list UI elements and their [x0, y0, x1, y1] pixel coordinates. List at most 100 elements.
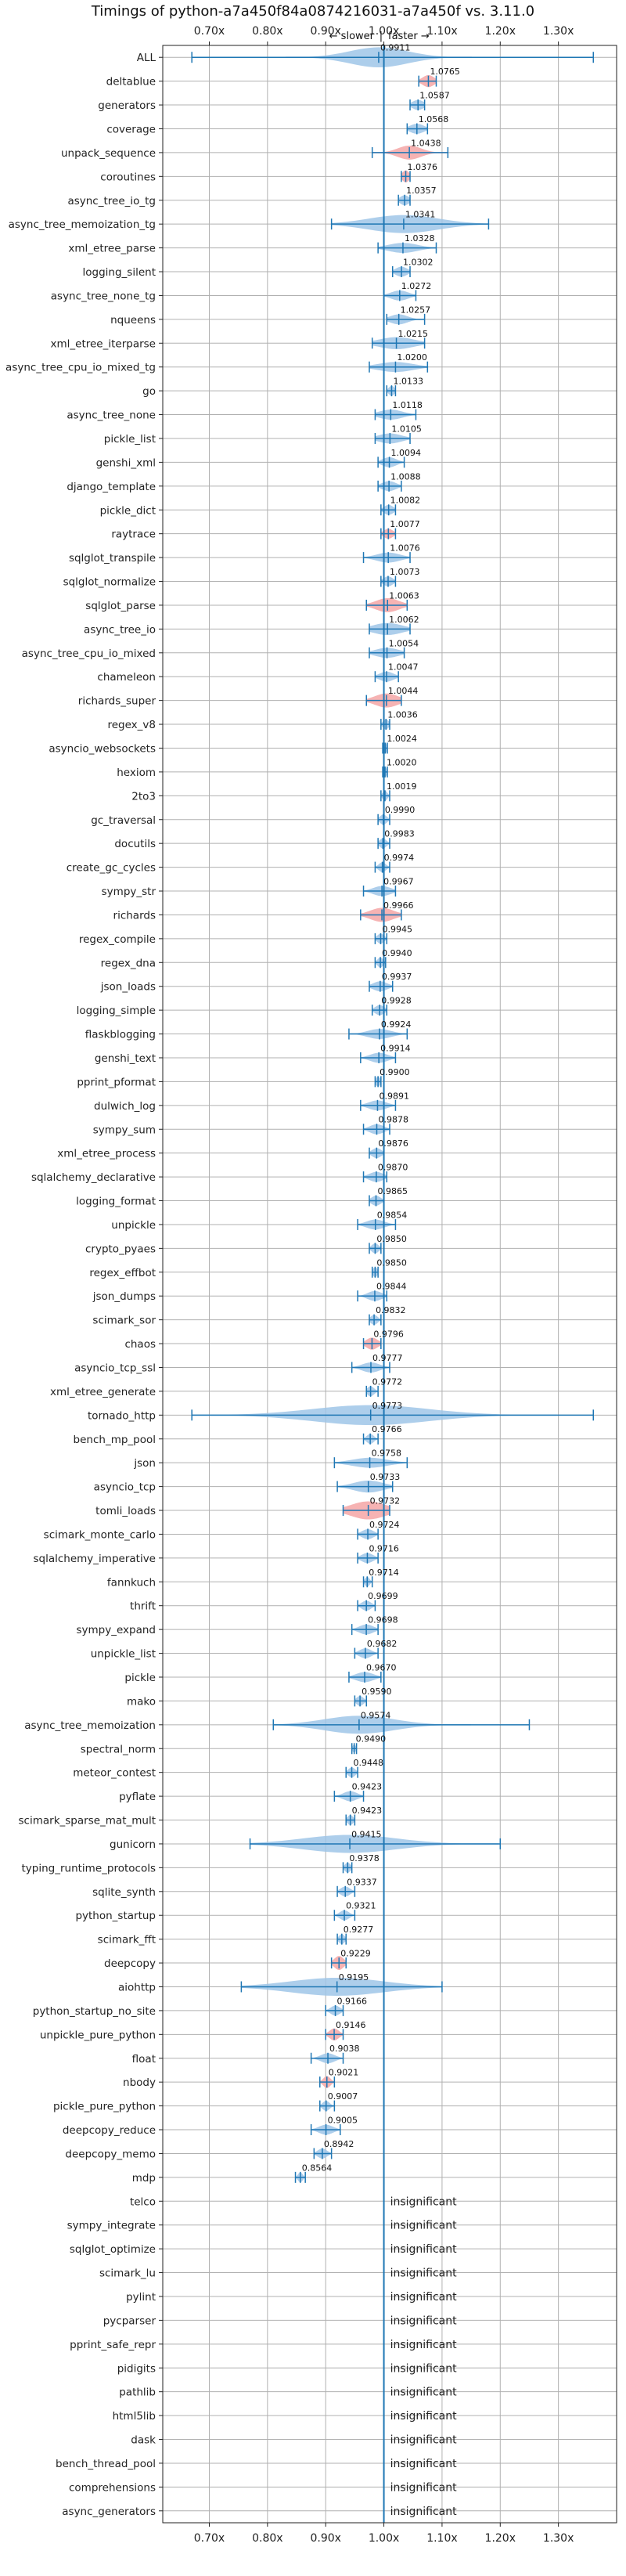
- x-tick-label-bottom: 0.90x: [310, 2532, 340, 2545]
- x-tick-label-top: 1.10x: [426, 25, 457, 38]
- benchmark-label: regex_effbot: [89, 1267, 156, 1279]
- benchmark-label: 2to3: [131, 790, 156, 803]
- x-tick-label-top: 0.80x: [252, 25, 282, 38]
- x-tick-label-bottom: 1.10x: [426, 2532, 457, 2545]
- benchmark-label: docutils: [114, 838, 156, 850]
- value-label: 0.9850: [376, 1257, 407, 1268]
- x-tick-label-top: 1.30x: [543, 25, 574, 38]
- value-label: 0.9574: [361, 1710, 391, 1720]
- x-tick-label-bottom: 0.70x: [194, 2532, 225, 2545]
- x-tick-label-top: 0.90x: [310, 25, 340, 38]
- value-label: 0.9911: [380, 43, 411, 53]
- benchmark-label: async_generators: [62, 2506, 156, 2518]
- value-label: 1.0088: [390, 471, 420, 482]
- benchmark-label: regex_compile: [79, 933, 156, 946]
- value-label: 1.0062: [389, 615, 419, 625]
- benchmark-label: django_template: [67, 481, 156, 493]
- value-label: 0.9832: [376, 1305, 405, 1315]
- insignificant-label: insignificant: [390, 2243, 458, 2256]
- benchmark-label: gunicorn: [110, 1838, 156, 1851]
- value-label: 1.0302: [403, 258, 434, 268]
- benchmark-label: richards_super: [78, 695, 156, 708]
- value-label: 1.0341: [405, 210, 436, 220]
- benchmark-label: python_startup: [75, 1910, 156, 1922]
- value-label: 0.9928: [381, 996, 412, 1006]
- value-label: 0.9854: [377, 1210, 408, 1220]
- value-label: 0.9974: [384, 853, 414, 863]
- benchmark-label: unpack_sequence: [61, 147, 156, 160]
- value-label: 0.9699: [368, 1591, 398, 1601]
- slower-note: ← slower: [329, 31, 375, 42]
- benchmark-label: nqueens: [110, 314, 156, 327]
- plot-frame: [162, 45, 617, 2524]
- benchmark-label: aiohttp: [118, 1981, 156, 1993]
- benchmark-label: pyflate: [119, 1791, 156, 1803]
- insignificant-label: insignificant: [390, 2434, 458, 2447]
- value-label: 0.9146: [336, 2020, 366, 2030]
- insignificant-label: insignificant: [390, 2458, 458, 2470]
- value-label: 1.0054: [389, 638, 419, 648]
- value-label: 0.9891: [379, 1091, 409, 1101]
- benchmark-label: unpickle_list: [91, 1648, 156, 1661]
- value-label: 0.9967: [383, 877, 413, 887]
- value-label: 1.0076: [390, 543, 420, 554]
- benchmark-label: asyncio_tcp_ssl: [74, 1362, 156, 1374]
- benchmark-label: sympy_expand: [76, 1624, 156, 1636]
- benchmark-label: html5lib: [113, 2410, 156, 2423]
- x-tick-label-bottom: 0.80x: [252, 2532, 282, 2545]
- value-label: 1.0357: [406, 186, 437, 196]
- benchmark-label: crypto_pyaes: [85, 1243, 156, 1255]
- value-label: 1.0376: [408, 162, 438, 172]
- value-label: 0.8564: [302, 2163, 333, 2173]
- benchmark-label: ALL: [137, 52, 156, 64]
- benchmark-label: flaskblogging: [85, 1029, 156, 1041]
- benchmark-label: pprint_pformat: [77, 1076, 156, 1088]
- benchmark-label: json_loads: [100, 981, 156, 994]
- value-label: 0.9229: [340, 1949, 371, 1959]
- benchmark-label: genshi_xml: [96, 456, 156, 469]
- value-label: 0.9990: [385, 805, 416, 815]
- value-label: 0.9378: [349, 1853, 380, 1863]
- value-label: 0.9698: [368, 1615, 398, 1625]
- value-label: 1.0200: [397, 352, 427, 363]
- value-label: 0.9900: [380, 1067, 409, 1077]
- value-label: 1.0438: [411, 138, 441, 148]
- direction-separator: |: [380, 31, 383, 42]
- faster-note: faster →: [388, 31, 430, 42]
- benchmark-label: dask: [131, 2434, 156, 2447]
- benchmark-label: pickle_pure_python: [53, 2101, 156, 2113]
- value-label: 0.9850: [376, 1234, 407, 1244]
- value-label: 0.9766: [372, 1424, 401, 1434]
- benchmark-label: mako: [127, 1695, 156, 1708]
- benchmark-label: nbody: [123, 2076, 156, 2089]
- benchmark-label: pycparser: [103, 2314, 156, 2327]
- value-label: 0.9195: [339, 1972, 369, 1983]
- value-label: 1.0568: [419, 114, 449, 124]
- value-label: 0.9714: [369, 1568, 399, 1578]
- value-label: 0.9940: [382, 948, 412, 958]
- insignificant-label: insignificant: [390, 2339, 458, 2351]
- benchmark-label: scimark_sor: [92, 1315, 156, 1327]
- value-label: 0.9796: [373, 1329, 404, 1340]
- benchmark-label: deepcopy_memo: [65, 2148, 156, 2160]
- insignificant-label: insignificant: [390, 2506, 458, 2518]
- benchmark-label: json_dumps: [92, 1290, 156, 1303]
- value-label: 0.9878: [378, 1115, 408, 1125]
- benchmark-label: sqlite_synth: [92, 1886, 156, 1899]
- marks-layer: [191, 45, 595, 2523]
- value-label: 1.0133: [393, 377, 423, 387]
- value-label: 0.9945: [382, 924, 412, 934]
- benchmark-label: richards: [113, 909, 156, 922]
- value-label: 1.0765: [430, 67, 460, 77]
- value-label: 1.0215: [398, 329, 429, 339]
- value-label: 1.0077: [390, 519, 420, 529]
- benchmark-label: json: [133, 1457, 156, 1470]
- benchmark-label: generators: [98, 99, 156, 112]
- benchmark-label: chameleon: [97, 671, 156, 684]
- benchmark-label: xml_etree_process: [57, 1148, 156, 1160]
- benchmark-label: sqlglot_normalize: [63, 576, 156, 589]
- benchmark-label: pickle_dict: [100, 504, 156, 517]
- value-label: 1.0044: [388, 686, 419, 696]
- value-label: 0.9670: [366, 1662, 397, 1672]
